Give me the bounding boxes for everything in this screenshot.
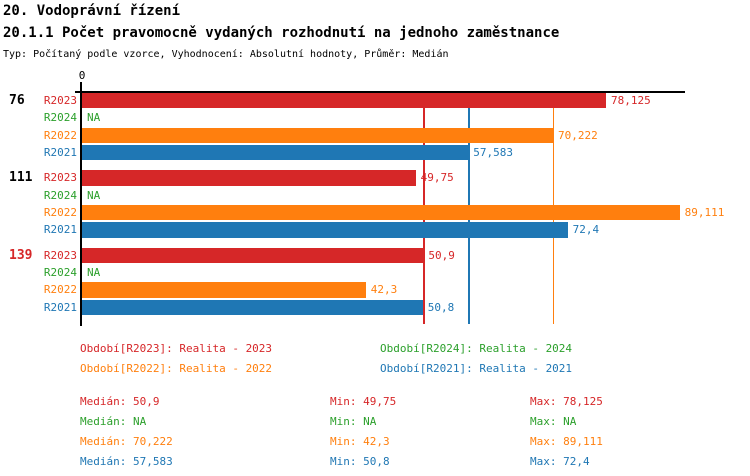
axis-line-x: [75, 91, 685, 93]
stat-min-R2021: Min: 50,8: [330, 455, 390, 468]
bar-na-label: NA: [87, 111, 101, 125]
bar-series-label-R2022: R2022: [43, 128, 77, 142]
bar-series-label-R2022: R2022: [43, 283, 77, 297]
bar-value-label: 42,3: [370, 283, 398, 297]
bar-series-label-R2021: R2021: [43, 223, 77, 237]
stat-max-R2024: Max: NA: [530, 415, 577, 428]
bar-value-label: 89,111: [684, 205, 725, 219]
legend-item-R2024: Období[R2024]: Realita - 2024: [380, 342, 573, 355]
legend-item-R2022: Období[R2022]: Realita - 2022: [80, 362, 273, 375]
page-title: 20. Vodoprávní řízení: [3, 3, 181, 19]
bar-value-label: 72,4: [572, 223, 600, 237]
bar-series-label-R2024: R2024: [43, 188, 77, 202]
stat-median-R2024: Medián: NA: [80, 415, 147, 428]
page-subtitle: 20.1.1 Počet pravomocně vydaných rozhodn…: [3, 25, 560, 41]
stat-max-R2022: Max: 89,111: [530, 435, 603, 448]
bar-value-label: 49,75: [420, 171, 454, 185]
bar-na-label: NA: [87, 265, 101, 279]
bar-R2023: [82, 170, 416, 186]
bar-series-label-R2024: R2024: [43, 265, 77, 279]
bar-value-label: 70,222: [557, 128, 598, 142]
bar-series-label-R2022: R2022: [43, 205, 77, 219]
bar-R2022: [82, 282, 366, 298]
axis-origin-label: 0: [78, 69, 86, 82]
bar-value-label: 57,583: [473, 145, 513, 159]
group-label: 139: [9, 247, 33, 263]
group-label: 76: [9, 93, 25, 108]
bar-series-label-R2023: R2023: [43, 248, 77, 262]
axis-line-y: [80, 82, 82, 326]
group-label: 111: [9, 170, 33, 186]
bar-series-label-R2021: R2021: [43, 145, 77, 159]
bar-value-label: 50,9: [428, 248, 455, 262]
bar-R2023: [82, 93, 606, 109]
legend-item-R2023: Období[R2023]: Realita - 2023: [80, 342, 273, 355]
bar-R2021: [82, 144, 469, 161]
stat-median-R2021: Medián: 57,583: [80, 455, 173, 468]
stat-max-R2023: Max: 78,125: [530, 395, 603, 408]
bar-series-label-R2023: R2023: [43, 94, 77, 107]
stat-max-R2021: Max: 72,4: [530, 455, 590, 468]
stat-min-R2023: Min: 49,75: [330, 395, 397, 408]
bar-series-label-R2021: R2021: [43, 300, 77, 314]
bar-R2021: [82, 222, 568, 238]
bar-na-label: NA: [87, 188, 101, 202]
legend-item-R2021: Období[R2021]: Realita - 2021: [380, 362, 573, 375]
bar-R2022: [82, 204, 680, 221]
stat-median-R2022: Medián: 70,222: [80, 435, 173, 448]
stat-median-R2023: Medián: 50,9: [80, 395, 160, 408]
stat-min-R2024: Min: NA: [330, 415, 377, 428]
bar-series-label-R2023: R2023: [43, 171, 77, 185]
bar-value-label: 50,8: [427, 300, 455, 314]
bar-R2022: [82, 127, 553, 143]
page-meta: Typ: Počítaný podle vzorce, Vyhodnocení:…: [3, 49, 449, 60]
bar-R2023: [82, 247, 424, 263]
bar-value-label: 78,125: [610, 94, 651, 107]
bar-R2021: [82, 299, 423, 315]
stat-min-R2022: Min: 42,3: [330, 435, 390, 448]
bar-series-label-R2024: R2024: [43, 111, 77, 125]
